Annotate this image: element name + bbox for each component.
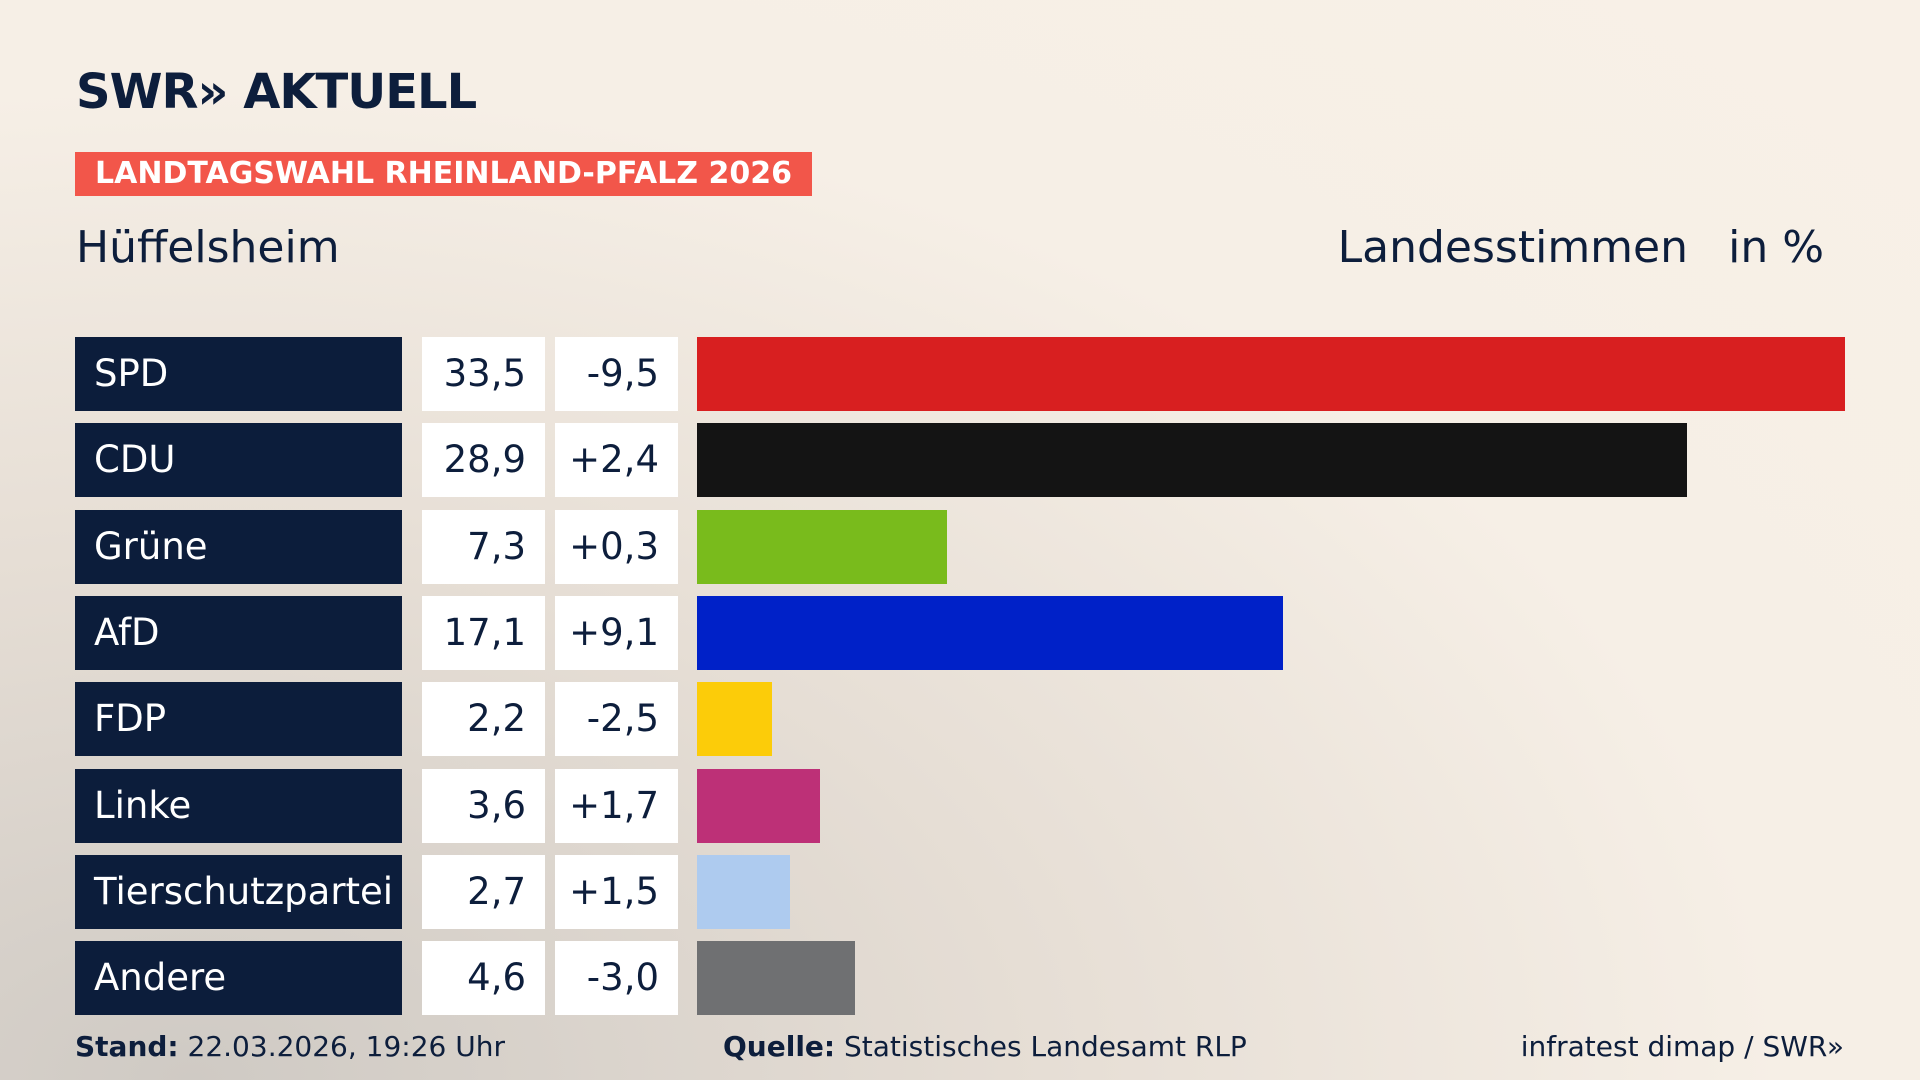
measure: Landesstimmen	[1337, 222, 1688, 273]
bar	[697, 509, 948, 584]
change-label: +0,3	[555, 509, 678, 584]
bar	[697, 682, 773, 757]
value-label: 4,6	[422, 941, 545, 1016]
bar	[697, 941, 855, 1016]
value-label: 3,6	[422, 768, 545, 843]
bar	[697, 423, 1688, 498]
bar	[697, 768, 821, 843]
party-name: Grüne	[75, 509, 402, 584]
party-name: Linke	[75, 768, 402, 843]
source-value: Statistisches Landesamt RLP	[844, 1030, 1247, 1063]
stand-label: Stand:	[75, 1030, 179, 1063]
bar	[697, 854, 790, 929]
change-label: -2,5	[555, 682, 678, 757]
stand-value: 22.03.2026, 19:26 Uhr	[187, 1030, 505, 1063]
party-name: FDP	[75, 682, 402, 757]
bar	[697, 337, 1845, 411]
party-name: Andere	[75, 941, 402, 1016]
value-label: 2,2	[422, 682, 545, 757]
unit: in %	[1728, 222, 1824, 273]
credit: infratest dimap / SWR»	[1520, 1030, 1844, 1063]
change-label: +1,7	[555, 768, 678, 843]
change-label: +2,4	[555, 423, 678, 498]
source-label: Quelle:	[723, 1030, 836, 1063]
value-label: 28,9	[422, 423, 545, 498]
source: Quelle: Statistisches Landesamt RLP	[723, 1030, 1247, 1063]
value-label: 33,5	[422, 337, 545, 411]
brand: SWR» AKTUELL	[76, 64, 477, 120]
bar	[697, 595, 1283, 670]
value-label: 17,1	[422, 595, 545, 670]
value-label: 2,7	[422, 854, 545, 929]
party-name: SPD	[75, 337, 402, 411]
change-label: -3,0	[555, 941, 678, 1016]
party-name: AfD	[75, 595, 402, 670]
change-label: +9,1	[555, 595, 678, 670]
change-label: +1,5	[555, 854, 678, 929]
banner: LANDTAGSWAHL RHEINLAND-PFALZ 2026	[75, 152, 812, 196]
value-label: 7,3	[422, 509, 545, 584]
party-name: Tierschutzpartei	[75, 854, 402, 929]
stand: Stand: 22.03.2026, 19:26 Uhr	[75, 1030, 505, 1063]
party-name: CDU	[75, 423, 402, 498]
change-label: -9,5	[555, 337, 678, 411]
subtitle: Hüffelsheim	[76, 222, 340, 273]
